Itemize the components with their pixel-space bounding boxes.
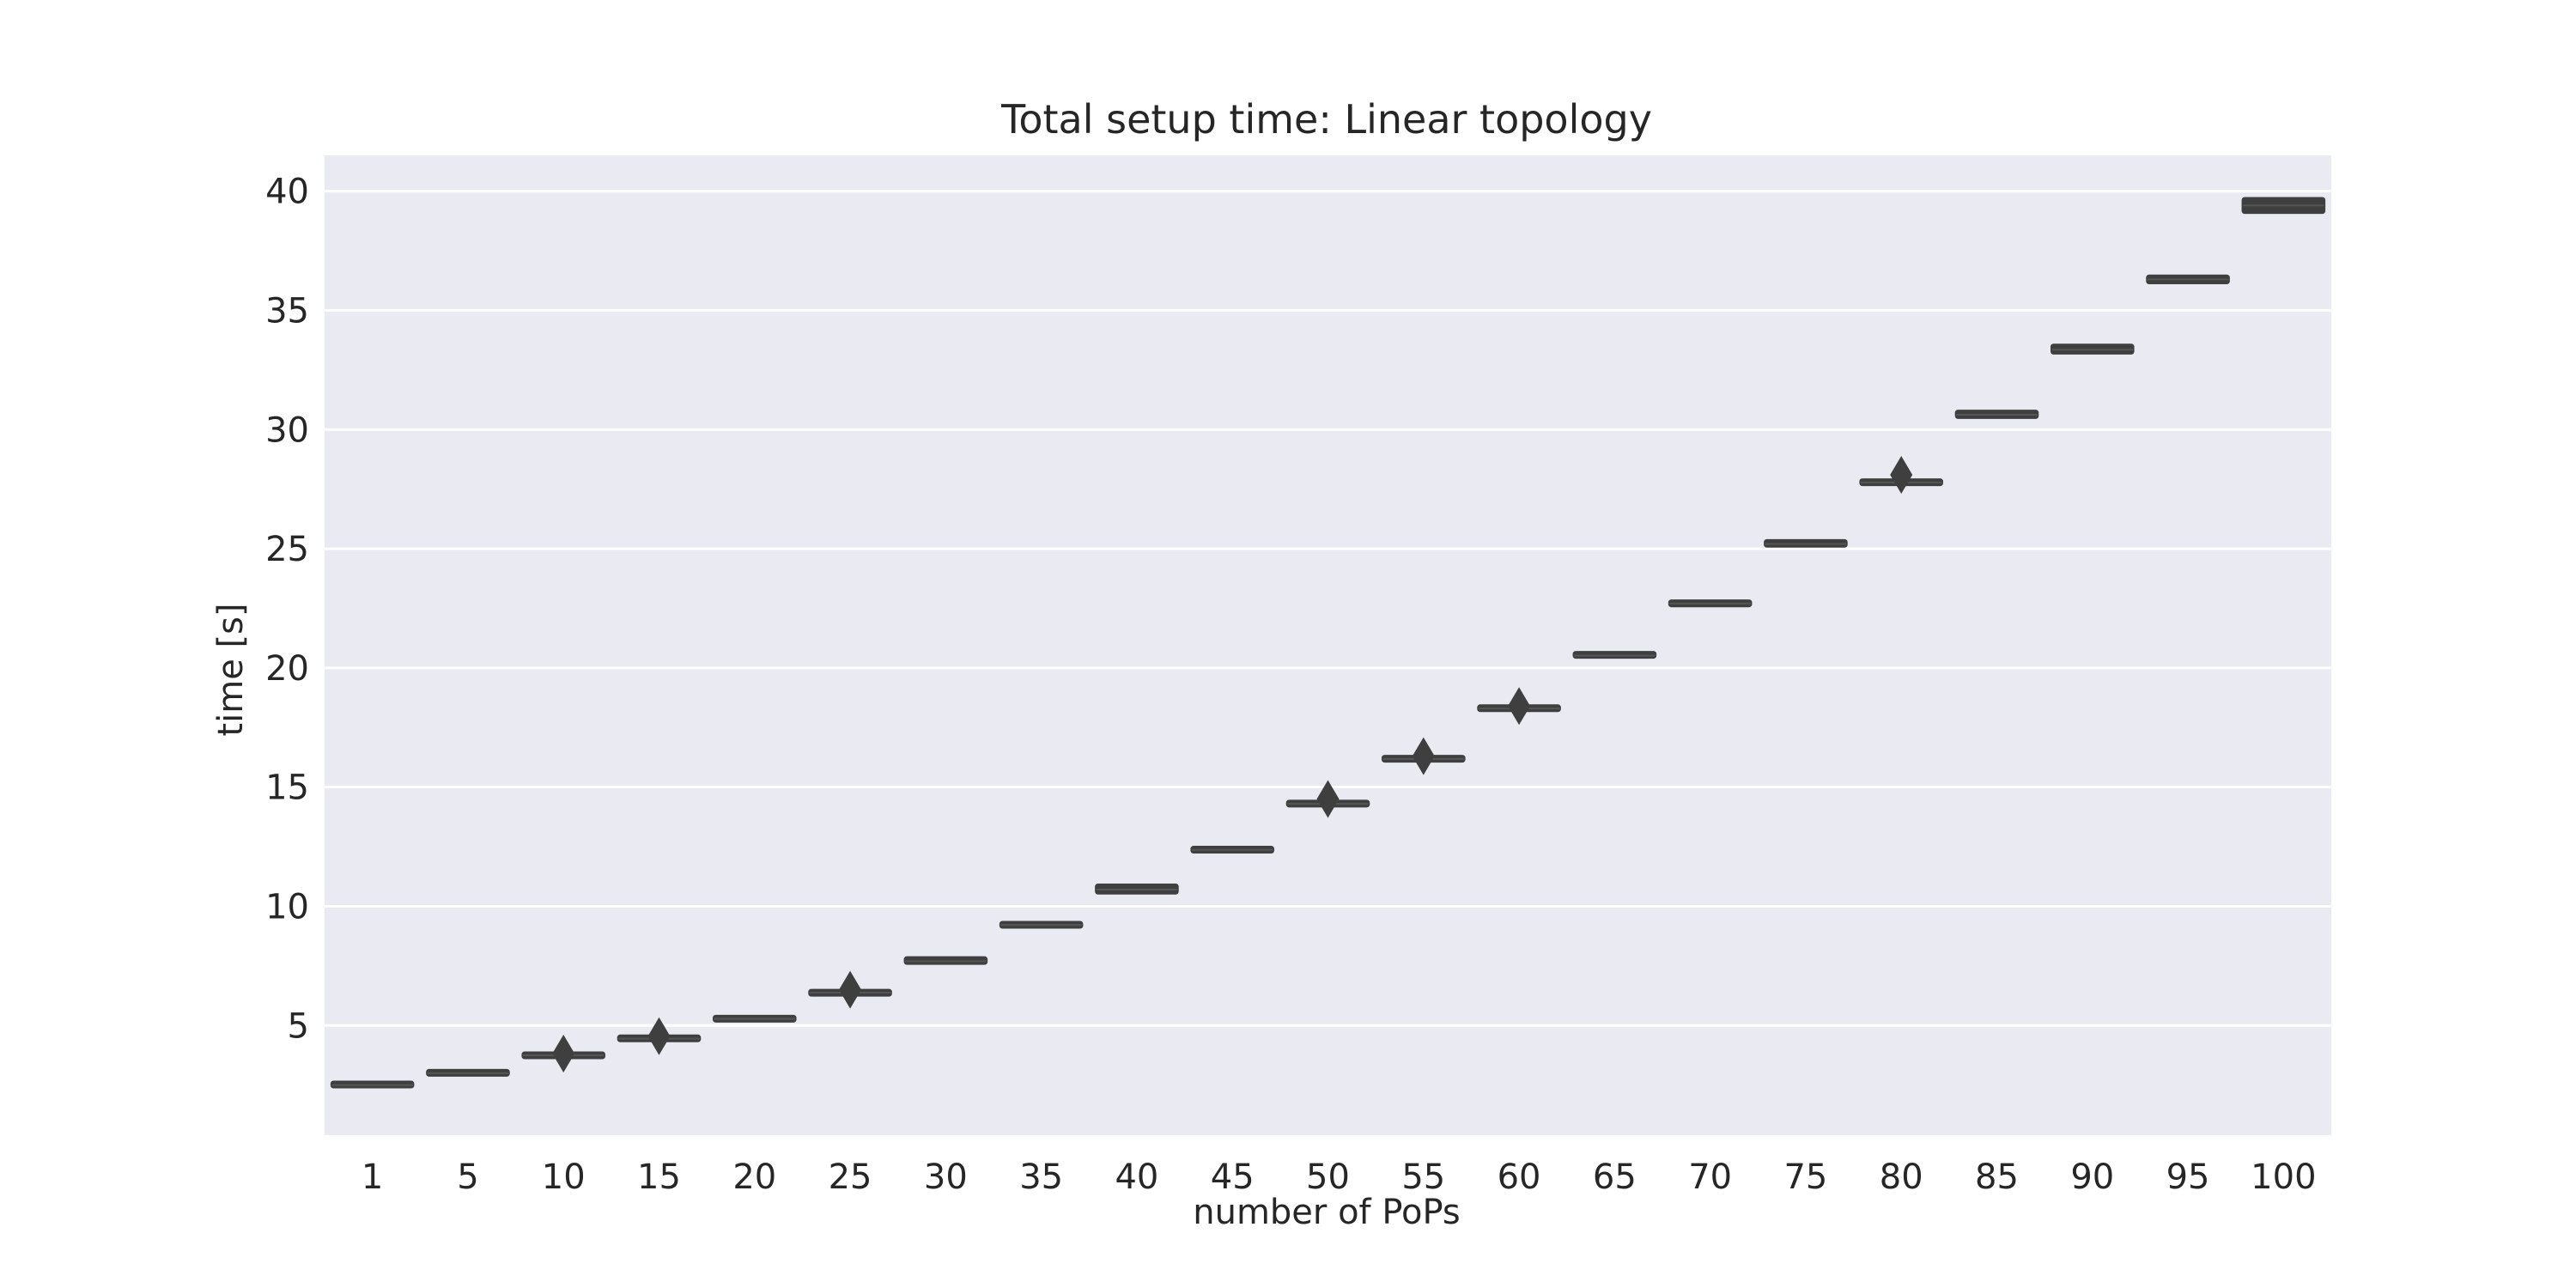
x-tick-label-35: 35 (1019, 1157, 1063, 1197)
box-45 (1190, 846, 1275, 854)
outlier-60-0 (1508, 687, 1531, 726)
x-tick-label-15: 15 (637, 1157, 681, 1197)
outlier-80-0 (1890, 456, 1913, 495)
outlier-15-0 (647, 1017, 671, 1055)
x-tick-label-70: 70 (1688, 1157, 1732, 1197)
box-15 (617, 1017, 702, 1055)
box-20 (712, 1014, 797, 1023)
x-tick-label-80: 80 (1880, 1157, 1923, 1197)
x-tick-label-90: 90 (2070, 1157, 2114, 1197)
y-tick-labels: 5 10 15 20 25 30 35 40 (265, 173, 309, 1047)
x-tick-label-20: 20 (732, 1157, 776, 1197)
box-1 (330, 1080, 415, 1089)
x-tick-label-65: 65 (1593, 1157, 1637, 1197)
box-85 (1954, 410, 2039, 419)
box-70 (1668, 599, 1753, 608)
outlier-50-0 (1316, 780, 1340, 818)
x-tick-label-75: 75 (1783, 1157, 1827, 1197)
y-tick-label-40: 40 (265, 173, 309, 212)
box-30 (903, 956, 988, 965)
x-tick-label-100: 100 (2251, 1157, 2316, 1197)
x-tick-label-60: 60 (1498, 1157, 1541, 1197)
box-95 (2146, 274, 2230, 285)
outlier-25-0 (839, 970, 862, 1009)
box-55 (1381, 737, 1466, 775)
box-80 (1859, 456, 1944, 495)
box-25 (808, 970, 892, 1009)
outlier-10-0 (552, 1035, 575, 1073)
x-tick-label-10: 10 (542, 1157, 586, 1197)
box-65 (1572, 651, 1657, 659)
box-50 (1285, 780, 1370, 818)
x-tick-label-95: 95 (2166, 1157, 2210, 1197)
plot-area (325, 155, 2331, 1135)
x-tick-label-30: 30 (924, 1157, 968, 1197)
boxes (330, 197, 2326, 1089)
box-10 (521, 1035, 606, 1073)
y-tick-label-5: 5 (288, 1006, 309, 1046)
y-tick-label-30: 30 (265, 410, 309, 450)
y-tick-label-20: 20 (265, 649, 309, 689)
y-tick-label-35: 35 (265, 291, 309, 331)
x-tick-label-55: 55 (1401, 1157, 1445, 1197)
box-35 (999, 920, 1084, 929)
x-tick-label-5: 5 (457, 1157, 478, 1197)
x-tick-labels: 1 5 10 15 20 25 30 35 40 45 50 55 60 65 70 75 80 85 90 95 10… (361, 1157, 2317, 1197)
x-axis-label: number of PoPs (1193, 1193, 1461, 1232)
box-40 (1095, 884, 1179, 895)
box-100 (2241, 197, 2326, 215)
y-axis-label: time [s] (211, 603, 251, 736)
chart-title: Total setup time: Linear topology (1000, 96, 1652, 143)
box-5 (426, 1068, 510, 1077)
x-tick-label-25: 25 (829, 1157, 872, 1197)
x-tick-label-45: 45 (1211, 1157, 1255, 1197)
x-tick-label-50: 50 (1306, 1157, 1350, 1197)
box-60 (1477, 687, 1561, 726)
y-tick-label-10: 10 (265, 887, 309, 927)
outlier-55-0 (1412, 737, 1435, 775)
x-tick-label-85: 85 (1975, 1157, 2019, 1197)
y-tick-label-15: 15 (265, 769, 309, 808)
x-tick-label-1: 1 (361, 1157, 383, 1197)
y-tick-label-25: 25 (265, 530, 309, 569)
box-75 (1764, 538, 1848, 548)
box-90 (2050, 343, 2135, 355)
x-tick-label-40: 40 (1115, 1157, 1158, 1197)
